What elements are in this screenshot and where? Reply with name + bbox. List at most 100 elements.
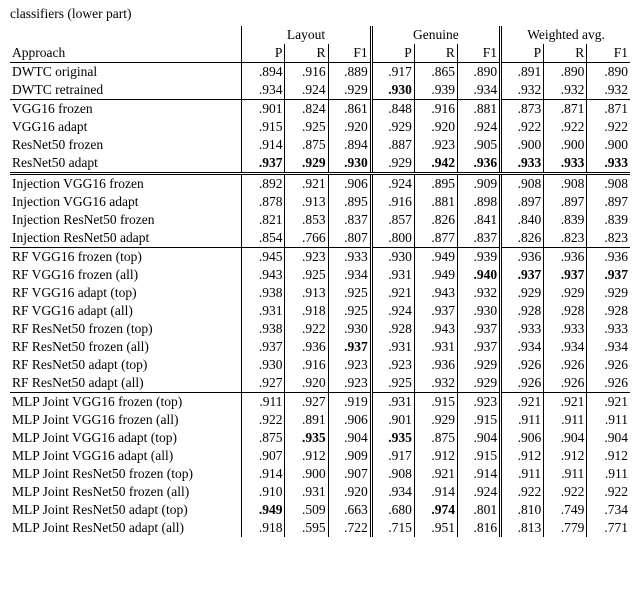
value-cell: .929 (285, 154, 328, 174)
value-cell: .929 (501, 284, 544, 302)
value-cell: .930 (371, 248, 414, 267)
value-cell: .917 (371, 447, 414, 465)
table-row: MLP Joint ResNet50 adapt (all).918.595.7… (10, 519, 630, 537)
value-cell: .906 (328, 174, 371, 194)
approach-cell: RF VGG16 frozen (top) (10, 248, 242, 267)
value-cell: .931 (371, 338, 414, 356)
table-row: Injection VGG16 frozen.892.921.906.924.8… (10, 174, 630, 194)
value-cell: .925 (328, 284, 371, 302)
value-cell: .900 (544, 136, 587, 154)
table-row: MLP Joint VGG16 frozen (all).922.891.906… (10, 411, 630, 429)
value-cell: .949 (242, 501, 285, 519)
approach-cell: ResNet50 frozen (10, 136, 242, 154)
table-row: MLP Joint VGG16 frozen (top).911.927.919… (10, 393, 630, 412)
value-cell: .933 (544, 320, 587, 338)
value-cell: .911 (242, 393, 285, 412)
value-cell: .923 (414, 136, 457, 154)
approach-cell: MLP Joint ResNet50 frozen (top) (10, 465, 242, 483)
value-cell: .911 (544, 411, 587, 429)
table-row: RF VGG16 frozen (all).943.925.934.931.94… (10, 266, 630, 284)
value-cell: .914 (457, 465, 500, 483)
value-cell: .934 (328, 266, 371, 284)
value-cell: .890 (587, 63, 630, 82)
value-cell: .933 (501, 154, 544, 174)
approach-cell: Injection ResNet50 frozen (10, 211, 242, 229)
value-cell: .945 (242, 248, 285, 267)
value-cell: .898 (457, 193, 500, 211)
table-row: RF VGG16 adapt (top).938.913.925.921.943… (10, 284, 630, 302)
value-cell: .911 (501, 465, 544, 483)
value-cell: .910 (242, 483, 285, 501)
value-cell: .875 (285, 136, 328, 154)
col-p: P (371, 44, 414, 63)
value-cell: .915 (242, 118, 285, 136)
value-cell: .912 (501, 447, 544, 465)
col-r: R (544, 44, 587, 63)
value-cell: .877 (414, 229, 457, 248)
value-cell: .938 (242, 320, 285, 338)
value-cell: .908 (544, 174, 587, 194)
value-cell: .916 (414, 100, 457, 119)
value-cell: .935 (371, 429, 414, 447)
value-cell: .940 (457, 266, 500, 284)
value-cell: .813 (501, 519, 544, 537)
table-row: MLP Joint ResNet50 frozen (all).910.931.… (10, 483, 630, 501)
approach-cell: RF ResNet50 frozen (top) (10, 320, 242, 338)
approach-cell: MLP Joint ResNet50 frozen (all) (10, 483, 242, 501)
value-cell: .509 (285, 501, 328, 519)
value-cell: .911 (501, 411, 544, 429)
value-cell: .854 (242, 229, 285, 248)
value-cell: .841 (457, 211, 500, 229)
value-cell: .929 (371, 118, 414, 136)
value-cell: .800 (371, 229, 414, 248)
value-cell: .932 (544, 81, 587, 100)
value-cell: .912 (544, 447, 587, 465)
value-cell: .928 (587, 302, 630, 320)
value-cell: .934 (587, 338, 630, 356)
value-cell: .906 (328, 411, 371, 429)
value-cell: .921 (371, 284, 414, 302)
col-r: R (285, 44, 328, 63)
value-cell: .915 (457, 411, 500, 429)
approach-cell: MLP Joint VGG16 adapt (all) (10, 447, 242, 465)
table-row: RF VGG16 frozen (top).945.923.933.930.94… (10, 248, 630, 267)
table-row: RF VGG16 adapt (all).931.918.925.924.937… (10, 302, 630, 320)
value-cell: .807 (328, 229, 371, 248)
value-cell: .900 (587, 136, 630, 154)
value-cell: .928 (544, 302, 587, 320)
table-row: RF ResNet50 frozen (top).938.922.930.928… (10, 320, 630, 338)
approach-cell: RF ResNet50 adapt (all) (10, 374, 242, 393)
col-p: P (501, 44, 544, 63)
table-row: MLP Joint ResNet50 adapt (top).949.509.6… (10, 501, 630, 519)
value-cell: .837 (328, 211, 371, 229)
value-cell: .897 (544, 193, 587, 211)
value-cell: .881 (414, 193, 457, 211)
header-row-sub: Approach P R F1 P R F1 P R F1 (10, 44, 630, 63)
value-cell: .848 (371, 100, 414, 119)
value-cell: .861 (328, 100, 371, 119)
table-row: Injection ResNet50 frozen.821.853.837.85… (10, 211, 630, 229)
value-cell: .801 (457, 501, 500, 519)
value-cell: .928 (371, 320, 414, 338)
value-cell: .922 (501, 118, 544, 136)
value-cell: .925 (328, 302, 371, 320)
value-cell: .909 (328, 447, 371, 465)
value-cell: .934 (371, 483, 414, 501)
value-cell: .826 (501, 229, 544, 248)
approach-cell: DWTC original (10, 63, 242, 82)
value-cell: .937 (544, 266, 587, 284)
value-cell: .890 (457, 63, 500, 82)
value-cell: .920 (328, 483, 371, 501)
value-cell: .873 (501, 100, 544, 119)
col-group-weighted: Weighted avg. (501, 26, 630, 44)
value-cell: .904 (544, 429, 587, 447)
value-cell: .722 (328, 519, 371, 537)
table-row: RF ResNet50 adapt (top).930.916.923.923.… (10, 356, 630, 374)
approach-cell: MLP Joint VGG16 frozen (top) (10, 393, 242, 412)
value-cell: .890 (544, 63, 587, 82)
value-cell: .927 (285, 393, 328, 412)
value-cell: .926 (544, 374, 587, 393)
value-cell: .891 (501, 63, 544, 82)
value-cell: .937 (587, 266, 630, 284)
col-f1: F1 (587, 44, 630, 63)
